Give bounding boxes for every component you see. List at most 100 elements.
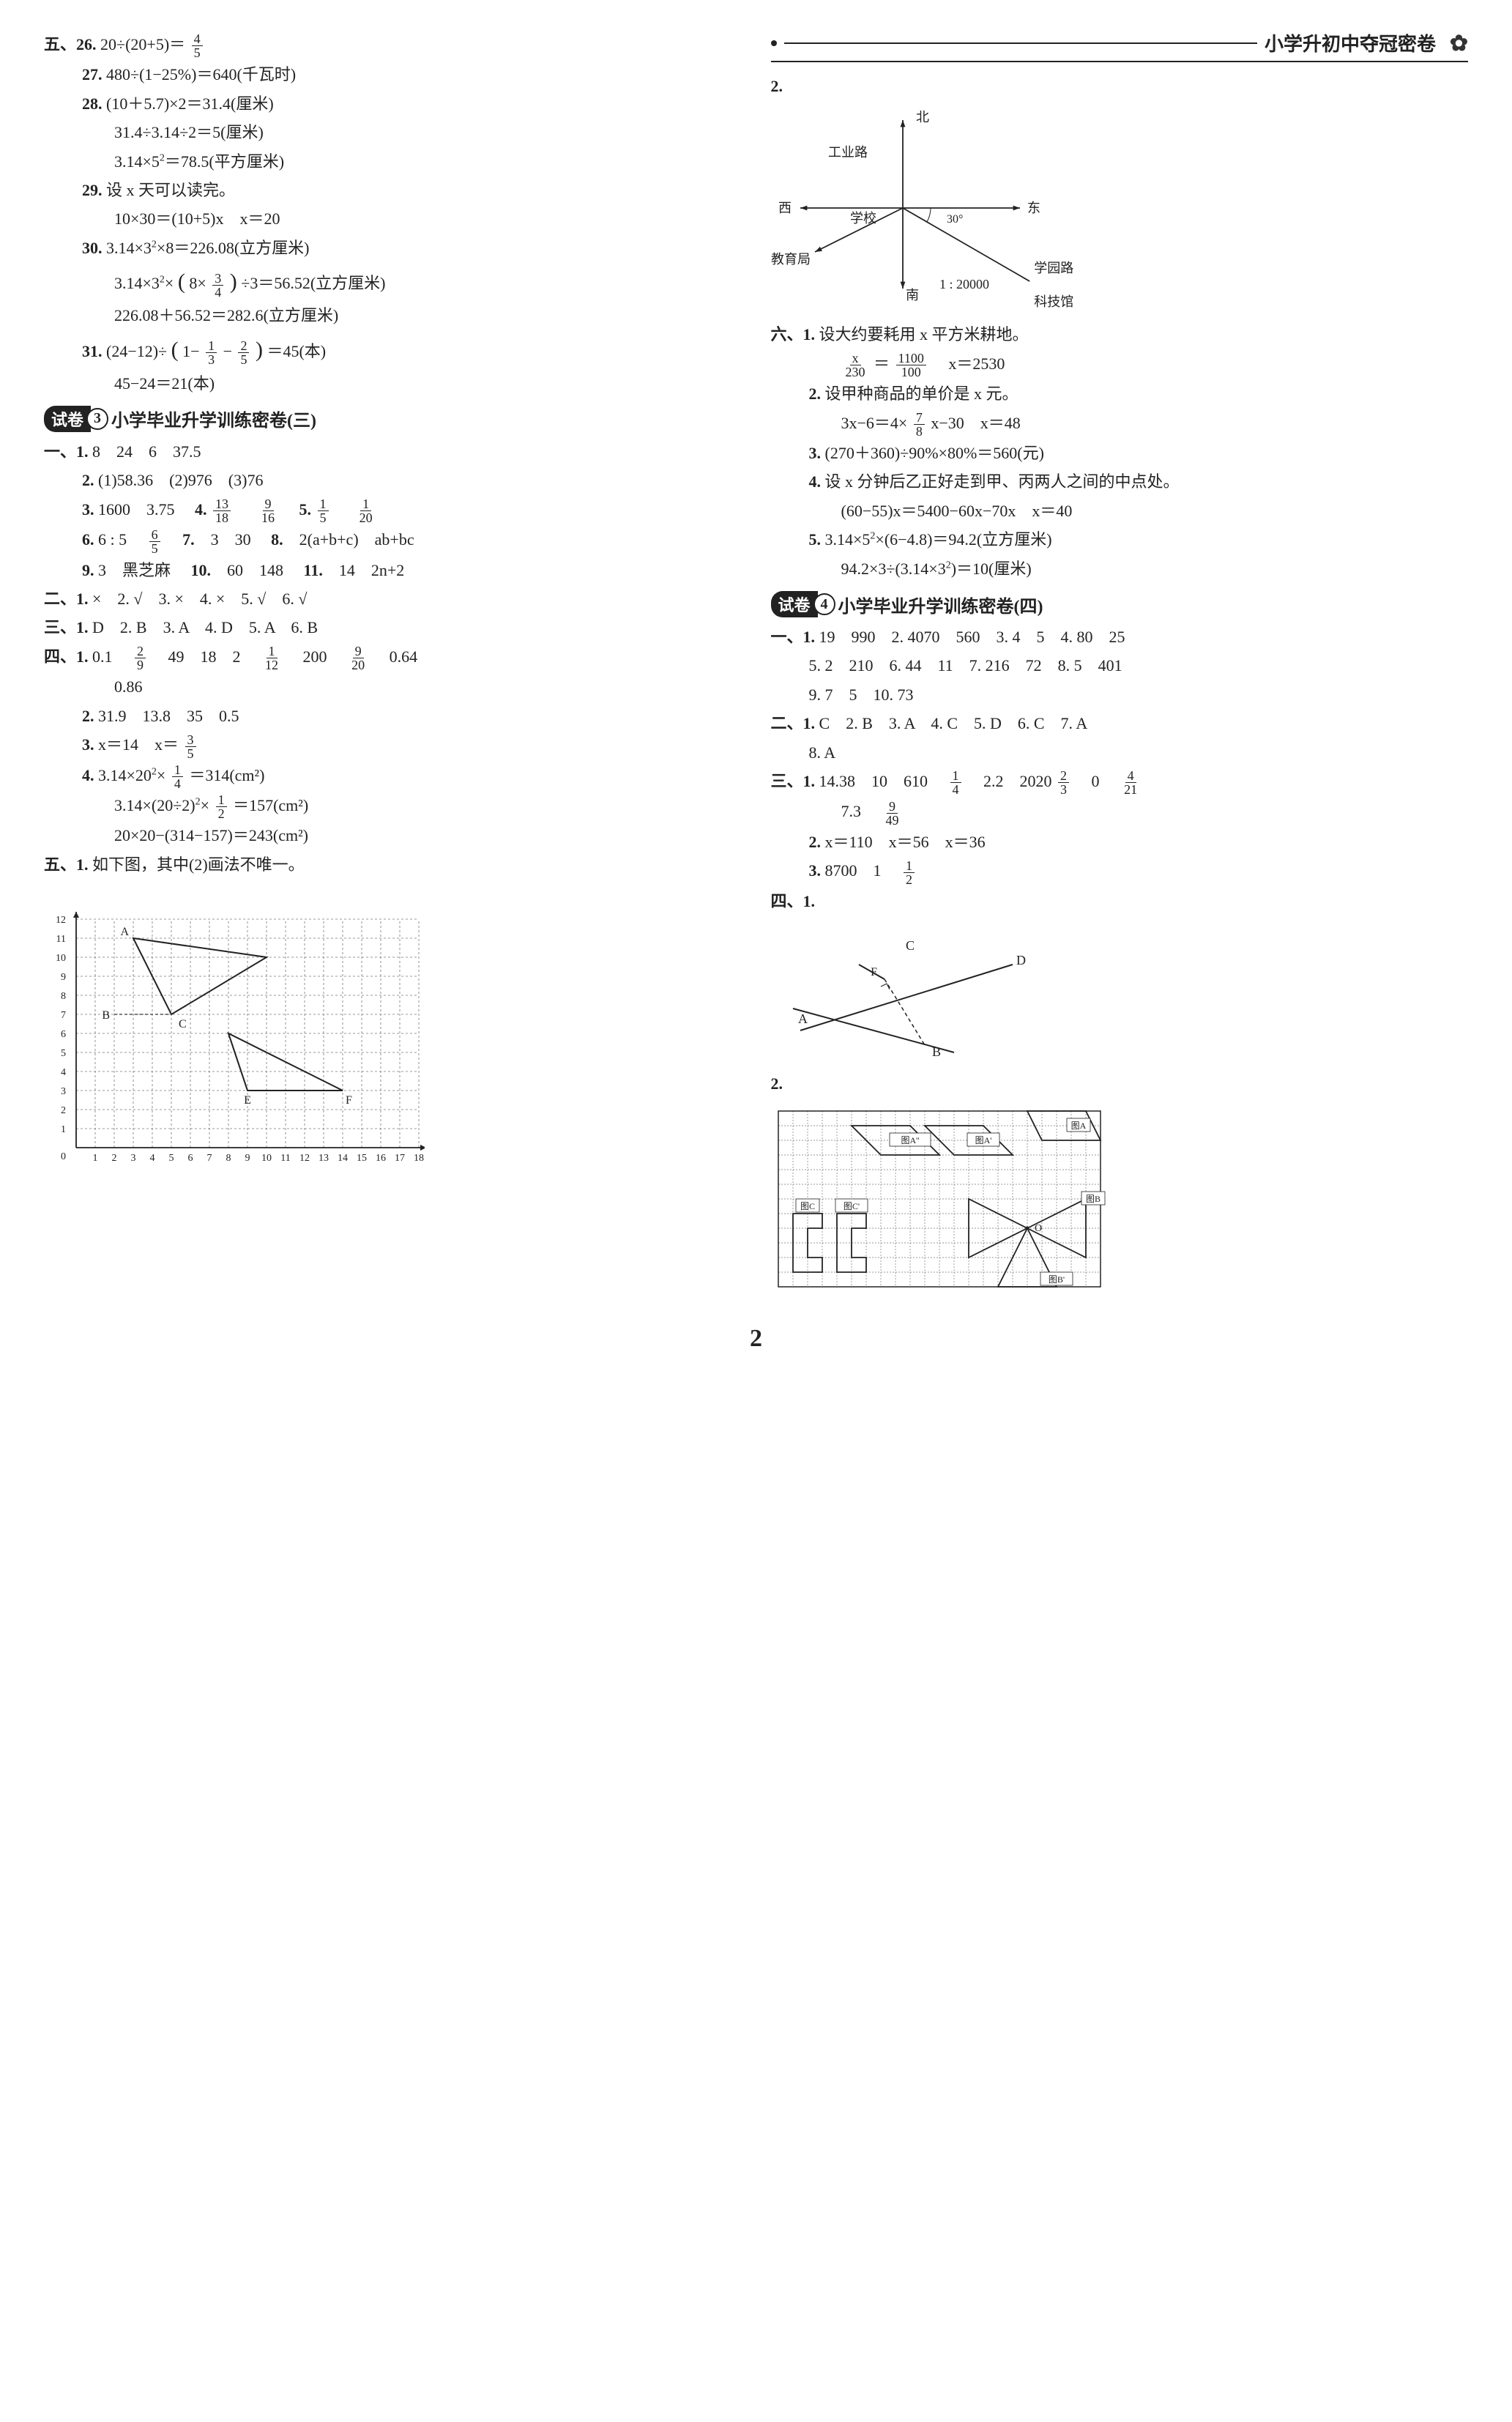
svg-text:F: F [346, 1094, 352, 1107]
svg-text:B: B [932, 1044, 941, 1059]
svg-text:1: 1 [93, 1153, 98, 1164]
svg-text:6: 6 [188, 1153, 193, 1164]
svg-text:北: 北 [916, 110, 929, 125]
svg-text:图C: 图C [800, 1201, 814, 1211]
p3-4-1b: 0.86 [44, 673, 742, 700]
svg-text:南: 南 [906, 288, 919, 302]
compass-figure: 北南东西工业路学园路科技馆30°学校教育局1 : 20000 [771, 105, 1469, 315]
svg-text:科技馆: 科技馆 [1034, 294, 1073, 309]
p3-3: 三、1. D 2. B 3. A 4. D 5. A 6. B [44, 614, 742, 641]
svg-text:学园路: 学园路 [1034, 261, 1073, 275]
q5-29a: 29. 设 x 天可以读完。 [44, 177, 742, 204]
q6-1a: 六、1. 设大约要耗用 x 平方米耕地。 [771, 321, 1469, 348]
p3-1-3: 3. 1600 3.75 4. 1318 916 5. 15 120 [44, 496, 742, 524]
frac: 45 [192, 32, 203, 59]
svg-text:30°: 30° [947, 213, 963, 226]
svg-text:11: 11 [56, 934, 66, 945]
q6-3: 3. (270＋360)÷90%×80%＝560(元) [771, 439, 1469, 467]
svg-text:8: 8 [226, 1153, 231, 1164]
paper4-header: 试卷 4 小学毕业升学训练密卷(四) [771, 591, 1043, 617]
svg-text:12: 12 [56, 915, 66, 926]
q5-30c: 226.08＋56.52＝282.6(立方厘米) [44, 302, 742, 329]
p3-4-4b: 3.14×(20÷2)2× 12 ＝157(cm²) [44, 792, 742, 820]
p3-1-1: 一、1. 8 24 6 37.5 [44, 438, 742, 465]
svg-text:图A': 图A' [975, 1135, 991, 1145]
q5-31a: 31. (24−12)÷ ( 1− 13 − 25 ) ＝45(本) [44, 331, 742, 368]
svg-text:5: 5 [169, 1153, 174, 1164]
header-rule [784, 42, 1257, 44]
svg-text:4: 4 [61, 1067, 66, 1078]
p3-5-1: 五、1. 如下图，其中(2)画法不唯一。 [44, 851, 742, 878]
svg-text:16: 16 [376, 1153, 386, 1164]
p3-4-3: 3. x＝14 x＝ 35 [44, 731, 742, 759]
svg-text:F: F [871, 966, 877, 978]
p4-1c: 9. 7 5 10. 73 [771, 681, 1469, 708]
svg-text:14: 14 [338, 1153, 348, 1164]
svg-text:教育局: 教育局 [771, 252, 811, 267]
q6-5b: 94.2×3÷(3.14×32)＝10(厘米) [771, 555, 1469, 582]
p3-1-9: 9. 3 黑芝麻 10. 60 148 11. 14 2n+2 [44, 557, 742, 584]
svg-text:12: 12 [299, 1153, 310, 1164]
svg-text:图C': 图C' [843, 1201, 859, 1211]
right-column: 小学升初中夺冠密卷 2. 北南东西工业路学园路科技馆30°学校教育局1 : 20… [771, 29, 1469, 1312]
p4-3-1b: 7.3 949 [771, 798, 1469, 826]
grid2-figure: 图A''图A'图A图C图C'图B图B'O [771, 1104, 1469, 1306]
label: 五、26. [44, 35, 97, 53]
q6-4a: 4. 设 x 分钟后乙正好走到甲、丙两人之间的中点处。 [771, 468, 1469, 495]
svg-text:工业路: 工业路 [828, 145, 868, 160]
paper3-header: 试卷 3 小学毕业升学训练密卷(三) [44, 406, 316, 432]
svg-text:图B: 图B [1085, 1194, 1100, 1204]
q6-4b: (60−55)x＝5400−60x−70x x＝40 [771, 497, 1469, 524]
svg-text:0: 0 [61, 1151, 66, 1162]
svg-text:10: 10 [261, 1153, 272, 1164]
svg-text:西: 西 [778, 201, 792, 215]
svg-text:D: D [1016, 953, 1026, 967]
svg-text:图A'': 图A'' [901, 1135, 919, 1145]
svg-text:2: 2 [61, 1105, 66, 1116]
p3-4-1: 四、1. 0.1 29 49 18 2 112 200 920 0.64 [44, 643, 742, 672]
svg-text:8: 8 [61, 991, 66, 1002]
p4-2b: 8. A [771, 739, 1469, 766]
p3-4-2: 2. 31.9 13.8 35 0.5 [44, 702, 742, 729]
q5-29b: 10×30＝(10+5)x x＝20 [44, 205, 742, 232]
svg-text:1 : 20000: 1 : 20000 [939, 277, 989, 291]
expr: 20÷(20+5)＝ [100, 35, 185, 53]
p3-4-4a: 4. 3.14×202× 14 ＝314(cm²) [44, 762, 742, 790]
p4-1: 一、1. 19 990 2. 4070 560 3. 4 5 4. 80 25 [771, 623, 1469, 650]
svg-text:A: A [798, 1011, 808, 1026]
p3-1-6: 6. 6 : 5 65 7. 3 30 8. 2(a+b+c) ab+bc [44, 526, 742, 554]
svg-text:图B': 图B' [1048, 1274, 1064, 1285]
svg-text:9: 9 [245, 1153, 250, 1164]
svg-text:5: 5 [61, 1048, 66, 1059]
svg-text:3: 3 [61, 1086, 66, 1097]
svg-text:C: C [179, 1018, 187, 1030]
p3-2: 二、1. × 2. √ 3. × 4. × 5. √ 6. √ [44, 585, 742, 612]
svg-text:15: 15 [357, 1153, 367, 1164]
q5-31b: 45−24＝21(本) [44, 370, 742, 397]
header-title: 小学升初中夺冠密卷 [1265, 29, 1436, 56]
page-number: 2 [44, 1325, 1468, 1353]
q5-28a: 28. (10＋5.7)×2＝31.4(厘米) [44, 90, 742, 117]
p4-4-2: 2. [771, 1070, 1469, 1097]
p3-1-2: 2. (1)58.36 (2)976 (3)76 [44, 467, 742, 494]
geom-figure: ABCDF [771, 921, 1469, 1064]
svg-text:B: B [102, 1009, 110, 1022]
svg-text:7: 7 [61, 1010, 66, 1021]
p4-3-2: 2. x＝110 x＝56 x＝36 [771, 828, 1469, 855]
svg-text:9: 9 [61, 972, 66, 983]
svg-text:1: 1 [61, 1124, 66, 1135]
svg-text:东: 东 [1027, 201, 1040, 215]
p4-3-3: 3. 8700 1 12 [771, 857, 1469, 885]
q6-1b: x230 ＝ 1100100 x＝2530 [771, 350, 1469, 379]
q5-26: 五、26. 20÷(20+5)＝ 45 [44, 31, 742, 59]
q6-2b: 3x−6＝4× 78 x−30 x＝48 [771, 409, 1469, 438]
p4-1b: 5. 2 210 6. 44 11 7. 216 72 8. 5 401 [771, 652, 1469, 679]
svg-text:2: 2 [112, 1153, 117, 1164]
svg-text:E: E [244, 1094, 251, 1107]
p3-4-4c: 20×20−(314−157)＝243(cm²) [44, 822, 742, 849]
svg-text:18: 18 [414, 1153, 424, 1164]
svg-text:13: 13 [319, 1153, 329, 1164]
left-column: 五、26. 20÷(20+5)＝ 45 27. 480÷(1−25%)＝640(… [44, 29, 742, 1312]
svg-text:4: 4 [150, 1153, 155, 1164]
q6-5a: 5. 3.14×52×(6−4.8)＝94.2(立方厘米) [771, 526, 1469, 553]
